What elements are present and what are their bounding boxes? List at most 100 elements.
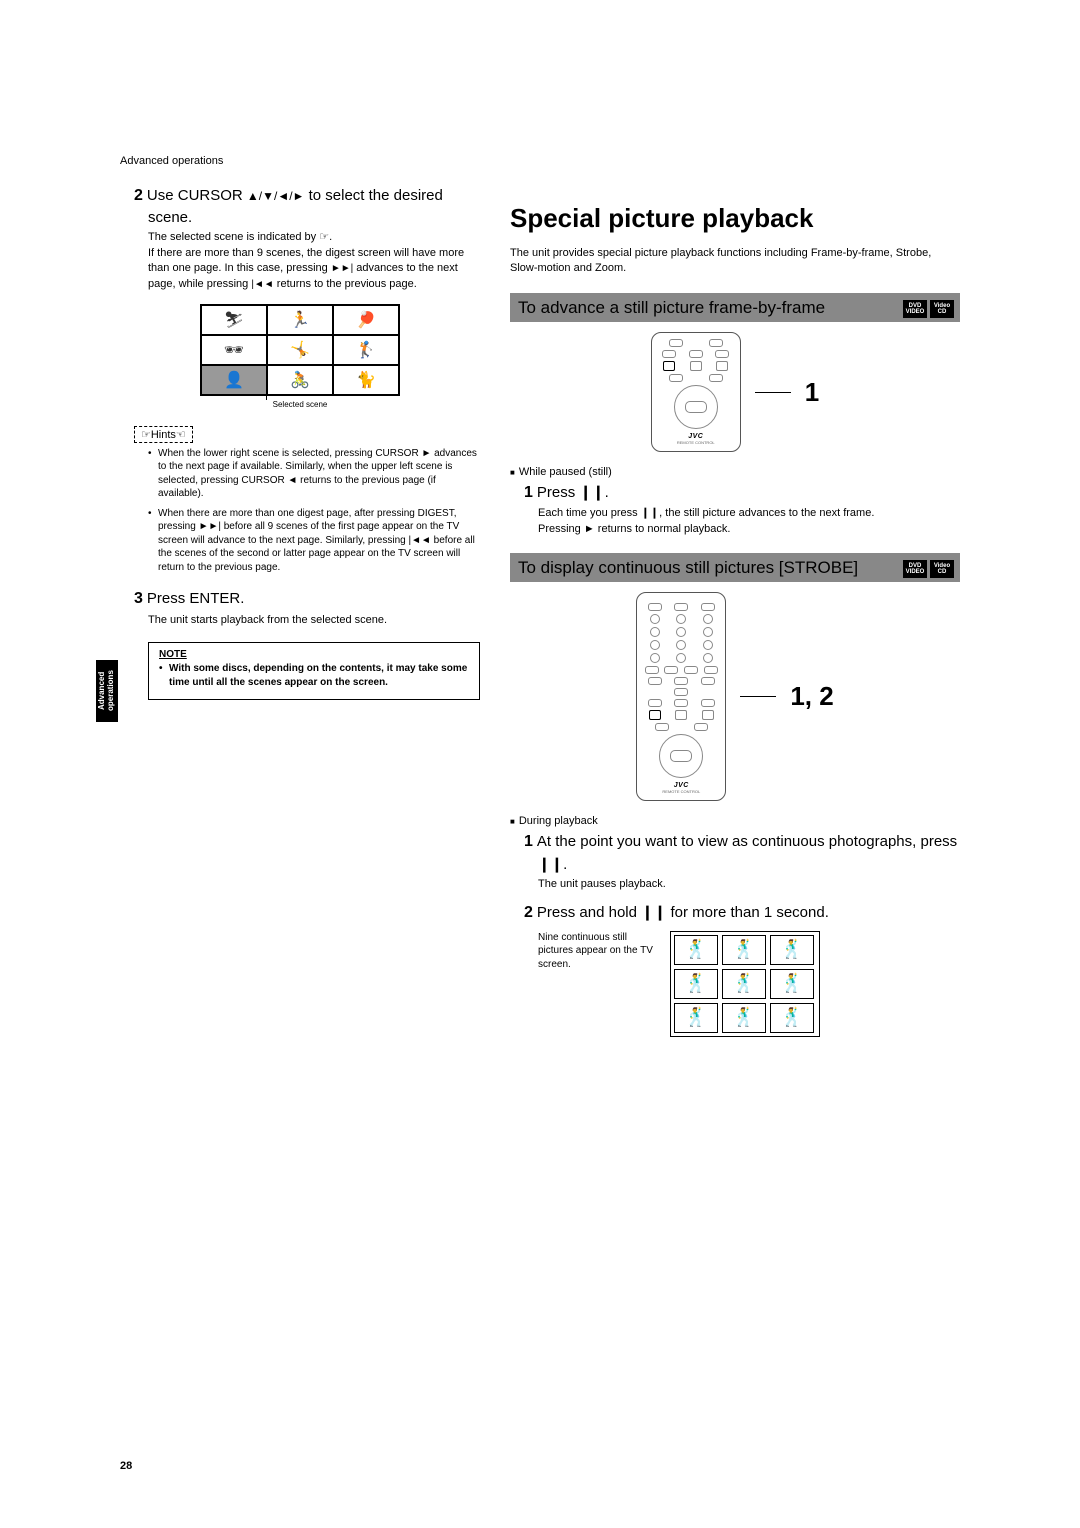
remote-control-diagram: JVC REMOTE CONTROL [636,592,726,801]
pause-icon: ❙❙ [641,904,666,921]
step-text: Use CURSOR [147,187,247,204]
thumb-cell: 🕺 [722,969,766,999]
remote-figure-1: JVC REMOTE CONTROL 1 [510,332,960,452]
strobe-thumbnail-grid: 🕺 🕺 🕺 🕺 🕺 🕺 🕺 🕺 🕺 [670,931,820,1037]
thumb-cell: 🕺 [722,1003,766,1033]
scene-cell: 🏌 [333,335,399,365]
scene-cell-selected: 👤 [201,365,267,395]
strobe-caption: Nine continuous still pictures appear on… [538,931,658,972]
note-box: NOTE With some discs, depending on the c… [148,642,480,700]
step-text: for more than 1 second. [666,904,829,921]
s2-step1-heading: 1At the point you want to view as contin… [538,831,960,874]
dvd-video-badge: DVD VIDEO [903,300,927,318]
scene-digest-grid: ⛷ 🏃 🏓 🕶 🤸 🏌 👤 🚴 🐈 [200,304,400,396]
hint-item: When there are more than one digest page… [148,507,480,575]
thumb-cell: 🕺 [770,935,814,965]
step-number: 3 [134,590,143,607]
callout-line [755,392,791,393]
body-line: returns to the previous page. [274,278,417,290]
dvd-video-badge: DVD VIDEO [903,560,927,578]
side-tab: Advanced operations [96,660,118,722]
scene-cell: 🕶 [201,335,267,365]
body-line: Each time you press [538,507,641,519]
callout-number: 1, 2 [790,681,833,712]
note-title: NOTE [159,649,469,660]
jvc-logo: JVC [658,433,734,440]
step-2-heading: 2Use CURSOR ▲/▼/◄/► to select the desire… [148,185,480,228]
step-number: 2 [134,187,143,204]
prev-page-icon: |◄◄ [251,279,273,290]
two-column-layout: 2Use CURSOR ▲/▼/◄/► to select the desire… [120,185,960,1037]
section-title: To advance a still picture frame-by-fram… [518,298,825,317]
scene-cell: 🏃 [267,305,333,335]
left-column: 2Use CURSOR ▲/▼/◄/► to select the desire… [120,185,480,1037]
step-text: Press [537,484,580,501]
scene-caption: Selected scene [120,400,480,409]
step-text: At the point you want to view as continu… [537,833,957,850]
thumb-cell: 🕺 [722,935,766,965]
step-3-body: The unit starts playback from the select… [148,613,480,628]
thumb-cell: 🕺 [770,1003,814,1033]
page-header-label: Advanced operations [120,155,960,167]
scene-cell: 🐈 [333,365,399,395]
callout-number: 1 [805,377,819,408]
s1-step1-body: Each time you press ❙❙, the still pictur… [538,506,960,537]
right-column: Special picture playback The unit provid… [510,185,960,1037]
thumb-cell: 🕺 [770,969,814,999]
intro-text: The unit provides special picture playba… [510,246,960,277]
play-icon: ► [584,523,595,535]
scene-cell: 🤸 [267,335,333,365]
pause-icon: ❙❙ [538,856,563,873]
s2-step2-heading: 2Press and hold ❙❙ for more than 1 secon… [538,902,960,924]
step-text: . [605,484,609,501]
s1-step1-heading: 1Press ❙❙. [538,482,960,504]
hint-item: When the lower right scene is selected, … [148,447,480,501]
main-title: Special picture playback [510,203,960,234]
scene-cell: 🏓 [333,305,399,335]
step-2-body: The selected scene is indicated by ☞. If… [148,230,480,292]
square-bullet-icon: ■ [510,817,515,826]
step-text: Press and hold [537,904,641,921]
cursor-arrows-icon: ▲/▼/◄/► [247,189,305,203]
pause-button-icon [649,710,661,720]
callout-line [740,696,776,697]
subhead-text: While paused (still) [519,466,612,478]
video-cd-badge: Video CD [930,560,954,578]
video-cd-badge: Video CD [930,300,954,318]
step-text: Press ENTER. [147,590,245,607]
pause-icon: ❙❙ [579,484,604,501]
scene-cell: ⛷ [201,305,267,335]
thumb-cell: 🕺 [674,1003,718,1033]
s2-step1-body: The unit pauses playback. [538,877,960,892]
page-number: 28 [120,1460,132,1472]
hints-label: ☞Hints☜ [134,426,193,443]
scene-cell: 🚴 [267,365,333,395]
dpad-icon [674,385,718,429]
subhead-text: During playback [519,815,598,827]
step-3-heading: 3Press ENTER. [148,588,480,610]
step-number: 1 [524,833,533,850]
body-line: Pressing [538,523,584,535]
next-page-icon: ►►| [331,263,353,274]
square-bullet-icon: ■ [510,468,515,477]
thumb-cell: 🕺 [674,969,718,999]
remote-control-diagram: JVC REMOTE CONTROL [651,332,741,452]
step-number: 1 [524,484,533,501]
body-line: The selected scene is indicated by ☞. [148,231,332,243]
section-bar-strobe: To display continuous still pictures [ST… [510,553,960,582]
body-line: returns to normal playback. [595,523,731,535]
hints-list: When the lower right scene is selected, … [148,447,480,575]
section-title: To display continuous still pictures [ST… [518,558,858,577]
pause-icon: ❙❙ [641,507,659,519]
subhead-paused: ■ While paused (still) [510,466,960,478]
body-line: , the still picture advances to the next… [659,507,874,519]
strobe-thumbnails-wrap: Nine continuous still pictures appear on… [538,931,960,1037]
thumb-cell: 🕺 [674,935,718,965]
dpad-icon [659,734,703,778]
subhead-playback: ■ During playback [510,815,960,827]
note-body: With some discs, depending on the conten… [159,662,469,689]
step-number: 2 [524,904,533,921]
step-text: . [563,856,567,873]
jvc-logo: JVC [643,782,719,789]
section-bar-frame: To advance a still picture frame-by-fram… [510,293,960,322]
